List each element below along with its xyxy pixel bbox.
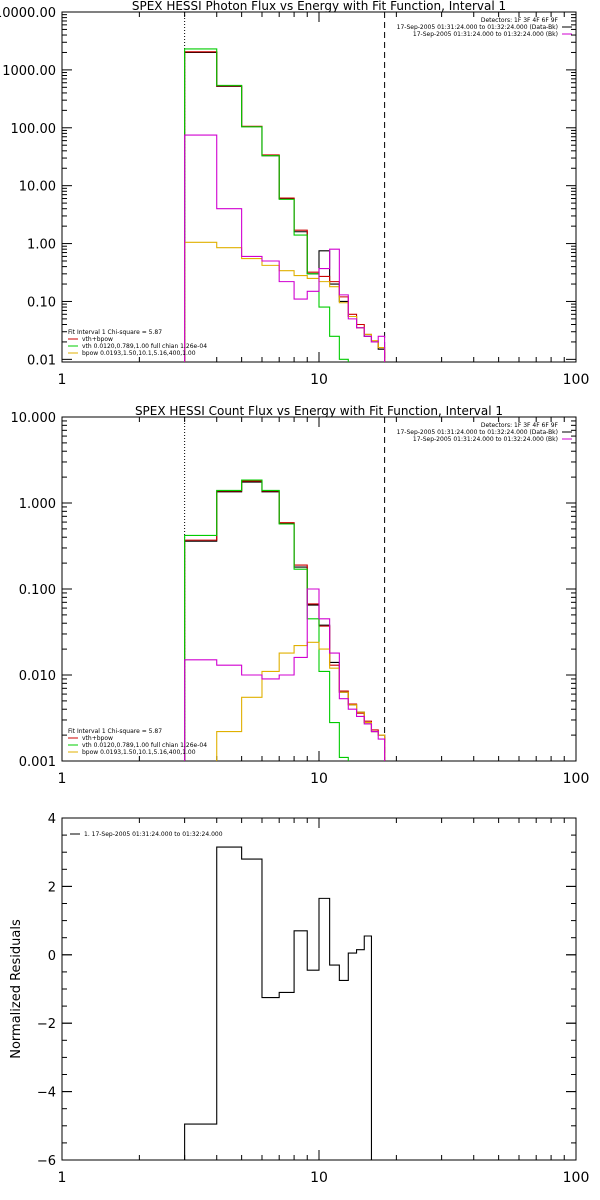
y-tick-label: 2	[48, 880, 56, 895]
legend-fit-header: Fit Interval 1 Chi-square = 5.87	[68, 329, 162, 336]
y-tick-label: 1.000	[19, 497, 56, 512]
legend-top-right-entry: Detectors: 1F 3F 4F 6F 9F	[481, 17, 559, 24]
series-line-1	[184, 51, 386, 362]
x-tick-label: 1	[58, 1170, 67, 1186]
x-tick-label: 100	[563, 771, 590, 787]
y-tick-label: 0.10	[27, 295, 56, 310]
y-tick-label: 0.010	[19, 669, 56, 684]
y-tick-label: −6	[37, 1154, 56, 1169]
y-tick-label: −2	[37, 1017, 56, 1032]
y-tick-label: 0.01	[27, 353, 56, 368]
legend-top-right-entry: Detectors: 1F 3F 4F 6F 9F	[481, 422, 559, 429]
series-line-2	[184, 48, 349, 362]
x-tick-label: 10	[310, 372, 328, 388]
residuals-panel: Normalized Residuals 1 10 100 −6 −4 −2 0 2 4 1. 17…	[9, 812, 589, 1186]
series-line-3	[216, 641, 386, 761]
y-tick-label: 1000.00	[2, 64, 56, 79]
x-tick-label: 1	[58, 771, 67, 787]
y-tick-label: 10000.00	[0, 6, 56, 21]
legend-fit-header: Fit Interval 1 Chi-square = 5.87	[68, 728, 162, 735]
series-line-3	[184, 241, 386, 362]
series-line-0	[184, 51, 386, 362]
series-line-0	[184, 481, 386, 761]
y-tick-label: 1.00	[27, 238, 56, 253]
x-tick-label: 100	[563, 1170, 590, 1186]
legend-top-right-entry: 17-Sep-2005 01:31:24.000 to 01:32:24.000…	[413, 436, 558, 443]
legend-fit-entry: vth 0.0120,0.789,1.00 full chian 1.26e-0…	[82, 343, 207, 350]
photon-flux-panel: SPEX HESSI Photon Flux vs Energy with Fi…	[0, 0, 590, 388]
y-tick-label: 0	[48, 949, 56, 964]
series-line-4	[184, 588, 386, 761]
series-line-1	[184, 480, 386, 761]
plot-frame	[61, 817, 577, 1161]
series-line-4	[184, 134, 386, 362]
legend-fit-entry: vth+bpow	[82, 336, 113, 343]
legend-top-right-entry: 17-Sep-2005 01:31:24.000 to 01:32:24.000…	[413, 31, 558, 38]
plot-frame	[61, 11, 577, 363]
y-tick-label: 100.00	[11, 122, 57, 137]
count-flux-panel: SPEX HESSI Count Flux vs Energy with Fit…	[11, 404, 590, 787]
x-tick-label: 1	[58, 372, 67, 388]
x-tick-label: 100	[563, 372, 590, 388]
legend-top-right-entry: 17-Sep-2005 01:31:24.000 to 01:32:24.000…	[397, 429, 558, 436]
series-line-2	[184, 479, 349, 761]
legend-residual-entry: 1. 17-Sep-2005 01:31:24.000 to 01:32:24.…	[84, 831, 223, 838]
y-tick-label: 10.00	[19, 180, 56, 195]
y-axis-label: Normalized Residuals	[9, 919, 24, 1059]
legend-fit-entry: bpow 0.0193,1.50,10.1,5.16,400,1.00	[82, 749, 196, 756]
y-tick-label: 4	[48, 812, 56, 827]
legend-fit-entry: vth 0.0120,0.789,1.00 full chian 1.26e-0…	[82, 742, 207, 749]
legend-fit-entry: bpow 0.0193,1.50,10.1,5.16,400,1.00	[82, 350, 196, 357]
legend-fit-entry: vth+bpow	[82, 735, 113, 742]
y-tick-label: 10.000	[11, 411, 57, 426]
series-line-0	[184, 846, 373, 1160]
y-tick-label: 0.001	[19, 755, 56, 770]
y-tick-label: −4	[37, 1086, 56, 1101]
x-tick-label: 10	[310, 771, 328, 787]
y-tick-label: 0.100	[19, 583, 56, 598]
chart-title: SPEX HESSI Count Flux vs Energy with Fit…	[135, 404, 503, 418]
chart-title: SPEX HESSI Photon Flux vs Energy with Fi…	[132, 0, 506, 13]
x-tick-label: 10	[310, 1170, 328, 1186]
legend-top-right-entry: 17-Sep-2005 01:31:24.000 to 01:32:24.000…	[397, 24, 558, 31]
